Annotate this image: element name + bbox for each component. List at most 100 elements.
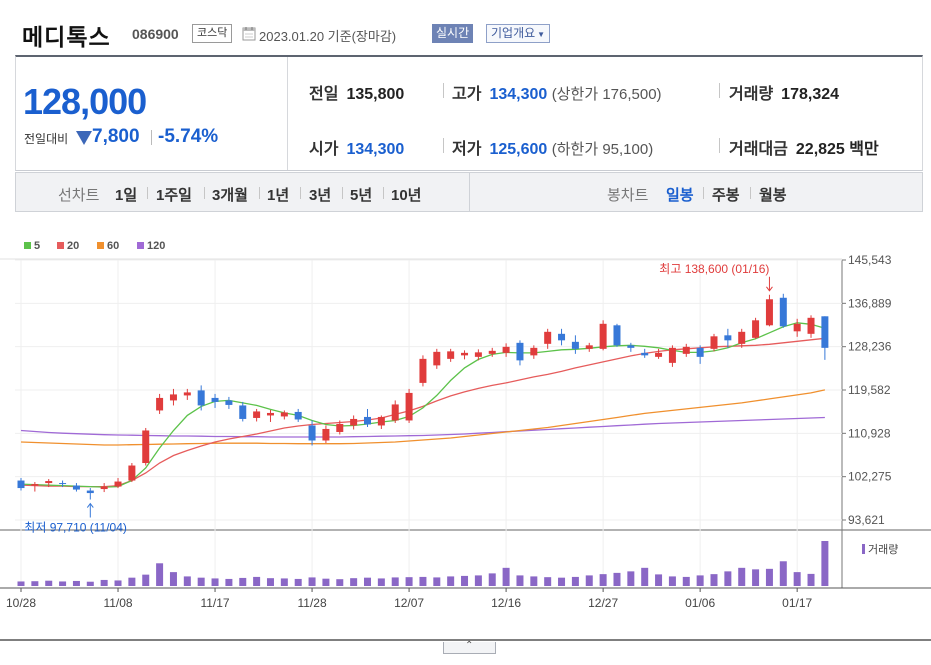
tab-1week[interactable]: 1주일 [156,187,192,204]
chevron-down-icon: ▼ [537,30,546,39]
tab-divider [342,187,343,199]
market-badge: 코스닥 [192,24,233,43]
down-arrow-icon [76,131,92,145]
candle-body [183,392,191,396]
candle-body [433,351,441,366]
candle-body [59,483,67,485]
candle-body [322,428,330,441]
tab-1day[interactable]: 1일 [115,187,138,204]
x-tick-label: 01/06 [685,596,715,610]
candle-body [391,404,399,421]
candle-body [156,397,164,411]
candle-body [585,345,593,349]
volume-bar [752,569,760,586]
candle-body [266,412,274,416]
volume-bar [17,581,25,586]
volume-bar [710,574,718,586]
prev-close-label: 전일 [309,86,339,103]
y-tick-label: 119,582 [848,383,891,397]
legend-swatch-20 [57,242,64,249]
volume-bar [544,577,552,586]
volume-bar [114,580,122,586]
trade-value-label: 거래대금 [729,141,788,158]
volume-bar [211,578,219,586]
candle-body [86,490,94,494]
candle-body [17,480,25,489]
calendar-icon [242,27,256,41]
candle-body [571,341,579,349]
candle-body [211,397,219,402]
volume-bar [696,575,704,586]
volume-bar [447,576,455,586]
tab-divider [383,187,384,199]
high-arrow-head-icon [766,286,773,292]
low-label: 저가 [452,141,482,158]
price-chart[interactable]: 5 20 60 120 145,543 136,889 128,236 119,582 110,… [0,226,931,656]
volume-bar [364,577,371,586]
candle-body [710,336,718,349]
x-tick-label: 12/16 [491,596,521,610]
volume-bar [474,575,482,586]
candle-body [558,333,566,341]
candle-body [516,342,524,361]
line-chart-label: 선차트 [58,187,100,204]
candle-body [738,331,746,344]
volume-bar [627,571,635,586]
tab-5year[interactable]: 5년 [350,187,373,204]
candle-body [461,352,469,356]
tab-divider [300,187,301,199]
tab-1year[interactable]: 1년 [267,187,290,204]
volume-bar [641,567,649,586]
tab-3year[interactable]: 3년 [309,187,332,204]
candle-body [294,411,302,420]
volume-bar [668,576,676,586]
chart-collapse-button[interactable]: ⌃ [443,640,496,654]
tab-monthly[interactable]: 월봉 [759,187,787,204]
volume-bar [433,577,441,586]
tab-weekly[interactable]: 주봉 [712,187,740,204]
volume-bar [488,573,496,586]
volume-bar [86,581,94,586]
volume-bar [142,574,150,586]
volume-bar [461,575,469,586]
candle-body [793,323,801,332]
company-overview-button[interactable]: 기업개요 ▼ [486,24,551,43]
volume-bar [405,577,413,586]
x-tick-label: 12/07 [394,596,424,610]
realtime-button[interactable]: 실시간 [432,24,474,43]
legend-label-20: 20 [67,240,79,252]
volume-bar [100,579,108,586]
legend-label-120: 120 [147,240,165,252]
legend-swatch-60 [97,242,104,249]
candle-body [488,350,496,354]
volume-bar [502,567,510,586]
x-tick-label: 11/08 [103,596,132,610]
candle-body [72,485,80,490]
y-tick-label: 136,889 [848,296,892,310]
stock-name: 메디톡스 [22,24,111,50]
tab-divider [703,187,704,199]
candle-body [447,351,455,359]
high-label: 고가 [452,86,482,103]
ma120-line [20,416,825,438]
quote-panel: 128,000 전일대비 7,800 -5.74% 전일 135,800 고가 13… [15,55,923,171]
price-box: 128,000 전일대비 7,800 -5.74% [16,57,288,170]
candle-body [142,430,150,464]
candle-body [253,411,261,418]
volume-bar [350,578,358,586]
x-tick-label: 11/28 [297,596,326,610]
tab-daily[interactable]: 일봉 [666,187,694,204]
candle-body [239,405,247,419]
tab-3month[interactable]: 3개월 [212,187,248,204]
prev-close-stat: 전일 135,800 [309,80,404,104]
stat-divider [719,83,720,98]
candle-body [724,335,732,341]
volume-bar [322,578,330,586]
candle-body [682,346,690,354]
y-tick-label: 93,621 [848,513,885,527]
high-stat: 고가 134,300 (상한가 176,500) [452,80,662,104]
tab-10year[interactable]: 10년 [391,187,422,204]
volume-bar [613,572,621,586]
open-label: 시가 [309,141,339,158]
candle-body [114,481,122,487]
